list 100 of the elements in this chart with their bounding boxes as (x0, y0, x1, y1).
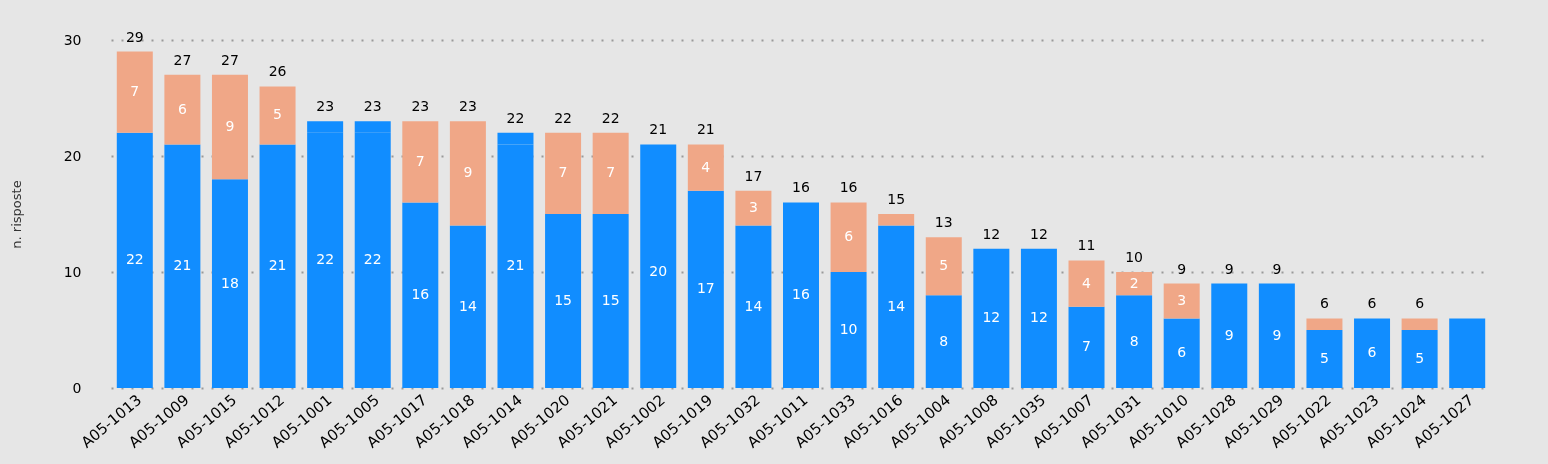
data-label: 2 (1129, 274, 1139, 291)
total-label: 15 (887, 191, 906, 207)
total-label: 21 (696, 121, 715, 138)
total-label: 9 (1272, 260, 1282, 277)
bar (449, 121, 486, 226)
bar (1116, 272, 1153, 296)
total-label: 22 (506, 109, 525, 126)
data-label: 6 (1367, 344, 1377, 361)
bar (1163, 283, 1200, 319)
data-label: 4 (701, 158, 711, 175)
total-label: 27 (221, 51, 239, 68)
bar (1068, 260, 1105, 307)
data-label: 8 (939, 332, 949, 349)
total-label: 6 (1367, 295, 1377, 312)
data-label: 9 (225, 118, 235, 134)
data-label: 3 (1177, 292, 1187, 308)
data-label: 7 (558, 164, 568, 181)
data-label: 16 (411, 286, 430, 303)
bar (164, 74, 201, 145)
data-label: 8 (1129, 332, 1139, 349)
total-label: 13 (934, 214, 953, 231)
total-label: 23 (316, 98, 335, 115)
y-tick-label: 0 (72, 379, 82, 396)
bar (1116, 295, 1153, 388)
data-label: 21 (173, 257, 192, 274)
total-label: 29 (125, 28, 144, 45)
bar (1401, 330, 1438, 388)
data-label: 22 (363, 251, 382, 268)
total-label: 10 (1125, 249, 1144, 265)
data-label: 21 (268, 257, 287, 274)
data-label: 14 (887, 297, 906, 314)
bar (1401, 318, 1438, 330)
bar (925, 237, 962, 296)
bar (1020, 248, 1057, 388)
y-tick-label: 10 (63, 263, 82, 280)
bar (878, 214, 915, 226)
total-label: 6 (1319, 295, 1329, 312)
total-label: 17 (744, 167, 763, 184)
data-label: 6 (177, 100, 187, 117)
data-label: 5 (1319, 350, 1329, 366)
data-label: 21 (506, 257, 525, 274)
bar (687, 144, 724, 191)
bar (592, 214, 629, 388)
data-label: 10 (839, 321, 858, 337)
bar (878, 225, 915, 388)
data-label: 7 (606, 164, 616, 181)
bar (1258, 283, 1295, 388)
total-label: 26 (268, 63, 287, 80)
data-label: 7 (130, 83, 140, 100)
total-label: 6 (1415, 295, 1425, 312)
bar (973, 248, 1010, 388)
total-label: 16 (792, 179, 810, 196)
bar (735, 225, 772, 388)
bar (687, 190, 724, 388)
bar (116, 51, 153, 133)
total-label: 23 (458, 98, 477, 115)
data-label: 14 (744, 297, 763, 314)
bar (783, 202, 819, 388)
total-label: 16 (839, 179, 858, 196)
total-label: 23 (363, 98, 382, 115)
bar (545, 214, 582, 388)
bar (1306, 330, 1343, 388)
data-label: 15 (554, 292, 572, 308)
data-label: 18 (221, 274, 239, 291)
total-label: 9 (1224, 260, 1234, 277)
data-label: 5 (273, 106, 283, 123)
data-label: 9 (1224, 326, 1234, 343)
bar (1068, 306, 1105, 388)
total-label: 23 (411, 98, 430, 115)
data-label: 12 (982, 309, 1001, 326)
bar (1306, 318, 1343, 330)
total-label: 11 (1077, 237, 1096, 254)
bar (1449, 318, 1486, 388)
data-label: 9 (463, 164, 473, 181)
bar (1163, 318, 1200, 388)
data-label: 20 (649, 263, 668, 279)
bar (402, 202, 439, 388)
total-label: 22 (601, 109, 620, 126)
data-label: 12 (1030, 309, 1048, 326)
data-label: 5 (939, 257, 949, 274)
data-label: 14 (458, 297, 477, 314)
data-label: 4 (1082, 274, 1092, 291)
data-label: 6 (844, 228, 854, 245)
total-label: 9 (1177, 260, 1187, 277)
total-label: 12 (1030, 225, 1048, 242)
bar (402, 121, 439, 203)
data-label: 7 (415, 152, 425, 169)
data-label: 16 (792, 286, 810, 303)
total-label: 27 (173, 51, 192, 68)
data-label: 6 (1177, 344, 1187, 361)
bar (116, 132, 153, 388)
data-label: 15 (601, 292, 620, 308)
total-label: 21 (649, 121, 668, 138)
data-label: 7 (1082, 338, 1091, 355)
y-tick-label: 20 (63, 147, 82, 164)
bar (545, 132, 582, 214)
data-label: 22 (125, 251, 144, 268)
data-label: 9 (1272, 326, 1282, 343)
bar (449, 225, 486, 388)
y-axis-title: n. risposte (8, 180, 24, 249)
